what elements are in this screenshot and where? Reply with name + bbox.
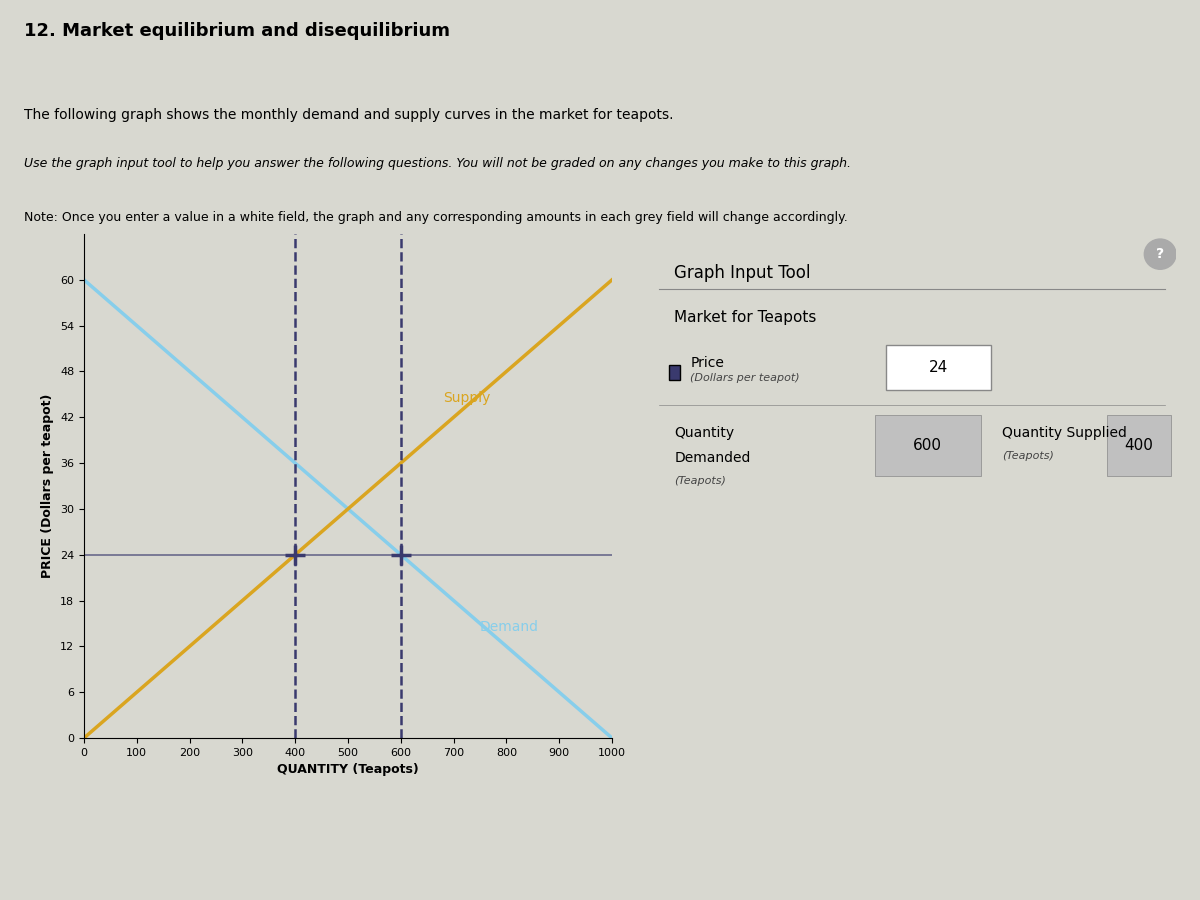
FancyBboxPatch shape bbox=[875, 416, 980, 476]
Text: Price: Price bbox=[690, 356, 724, 370]
FancyBboxPatch shape bbox=[886, 345, 991, 391]
Text: Market for Teapots: Market for Teapots bbox=[674, 310, 817, 325]
Text: (Teapots): (Teapots) bbox=[674, 476, 726, 486]
Y-axis label: PRICE (Dollars per teapot): PRICE (Dollars per teapot) bbox=[42, 394, 54, 578]
Circle shape bbox=[1145, 239, 1176, 269]
Text: (Teapots): (Teapots) bbox=[1002, 451, 1054, 461]
Text: 12. Market equilibrium and disequilibrium: 12. Market equilibrium and disequilibriu… bbox=[24, 22, 450, 40]
Text: (Dollars per teapot): (Dollars per teapot) bbox=[690, 373, 800, 382]
Text: ?: ? bbox=[1156, 248, 1164, 261]
Text: Graph Input Tool: Graph Input Tool bbox=[674, 265, 811, 283]
Text: The following graph shows the monthly demand and supply curves in the market for: The following graph shows the monthly de… bbox=[24, 108, 673, 122]
Text: Demand: Demand bbox=[480, 620, 539, 634]
Text: Demanded: Demanded bbox=[674, 451, 751, 464]
FancyBboxPatch shape bbox=[670, 365, 679, 380]
Text: 400: 400 bbox=[1124, 438, 1153, 454]
Text: 24: 24 bbox=[929, 360, 948, 375]
Text: 600: 600 bbox=[913, 438, 942, 454]
X-axis label: QUANTITY (Teapots): QUANTITY (Teapots) bbox=[277, 763, 419, 777]
Text: Quantity Supplied: Quantity Supplied bbox=[1002, 426, 1127, 439]
Text: Supply: Supply bbox=[443, 391, 491, 405]
FancyBboxPatch shape bbox=[1108, 416, 1171, 476]
Text: Note: Once you enter a value in a white field, the graph and any corresponding a: Note: Once you enter a value in a white … bbox=[24, 211, 847, 223]
Text: Quantity: Quantity bbox=[674, 426, 734, 439]
Text: Use the graph input tool to help you answer the following questions. You will no: Use the graph input tool to help you ans… bbox=[24, 157, 851, 169]
